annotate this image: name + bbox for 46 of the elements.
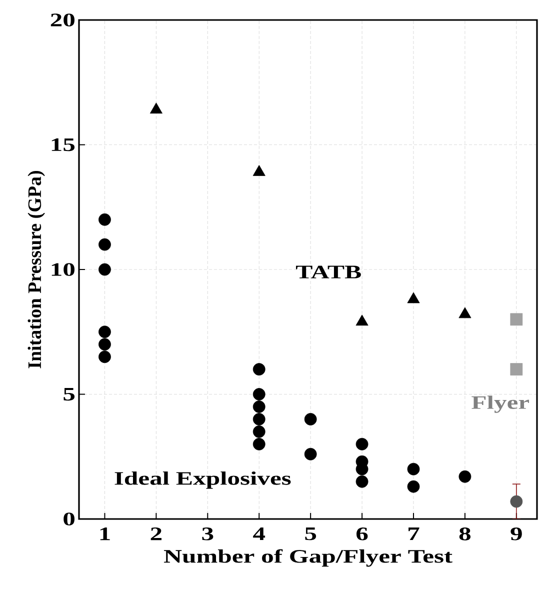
x-axis-title: Number of Gap/Flyer Test	[164, 549, 452, 567]
point	[252, 425, 266, 438]
x-tick-label: 2	[150, 528, 162, 540]
point	[98, 213, 111, 226]
annotation: Ideal Explosives	[114, 471, 291, 489]
point	[98, 263, 111, 276]
point	[407, 480, 420, 493]
x-tick-label: 5	[305, 528, 316, 540]
point	[98, 238, 111, 251]
point	[407, 462, 420, 476]
point	[252, 400, 266, 413]
point	[304, 413, 317, 426]
y-tick-label: 20	[50, 14, 74, 26]
annotation: TATB	[296, 266, 361, 278]
point	[458, 470, 472, 483]
point	[98, 338, 111, 351]
point	[304, 448, 317, 460]
point	[252, 388, 266, 400]
y-tick-label: 10	[52, 263, 74, 276]
x-tick-label: 1	[100, 528, 110, 540]
point	[98, 326, 111, 338]
y-tick-label: 0	[64, 512, 74, 526]
x-tick-label: 9	[510, 528, 522, 540]
point	[510, 495, 523, 508]
x-tick-label: 6	[356, 528, 368, 540]
y-axis-title: Initation Pressure (GPa)	[28, 170, 45, 368]
point	[407, 292, 420, 304]
point	[98, 350, 111, 364]
point	[356, 475, 368, 488]
point	[510, 363, 523, 376]
x-tick-label: 8	[459, 528, 471, 540]
point	[150, 102, 162, 114]
point	[252, 413, 266, 426]
y-tick-label: 5	[64, 388, 75, 401]
point	[510, 313, 523, 326]
y-tick-label: 15	[52, 138, 75, 152]
x-tick-label: 7	[408, 528, 420, 540]
point	[458, 307, 472, 318]
annotation: Flyer	[472, 396, 530, 413]
point	[252, 164, 266, 176]
point	[252, 363, 266, 376]
x-tick-label: 4	[253, 528, 266, 540]
point	[356, 314, 368, 326]
point	[252, 438, 266, 450]
x-tick-label: 3	[202, 528, 214, 540]
point	[356, 438, 368, 450]
